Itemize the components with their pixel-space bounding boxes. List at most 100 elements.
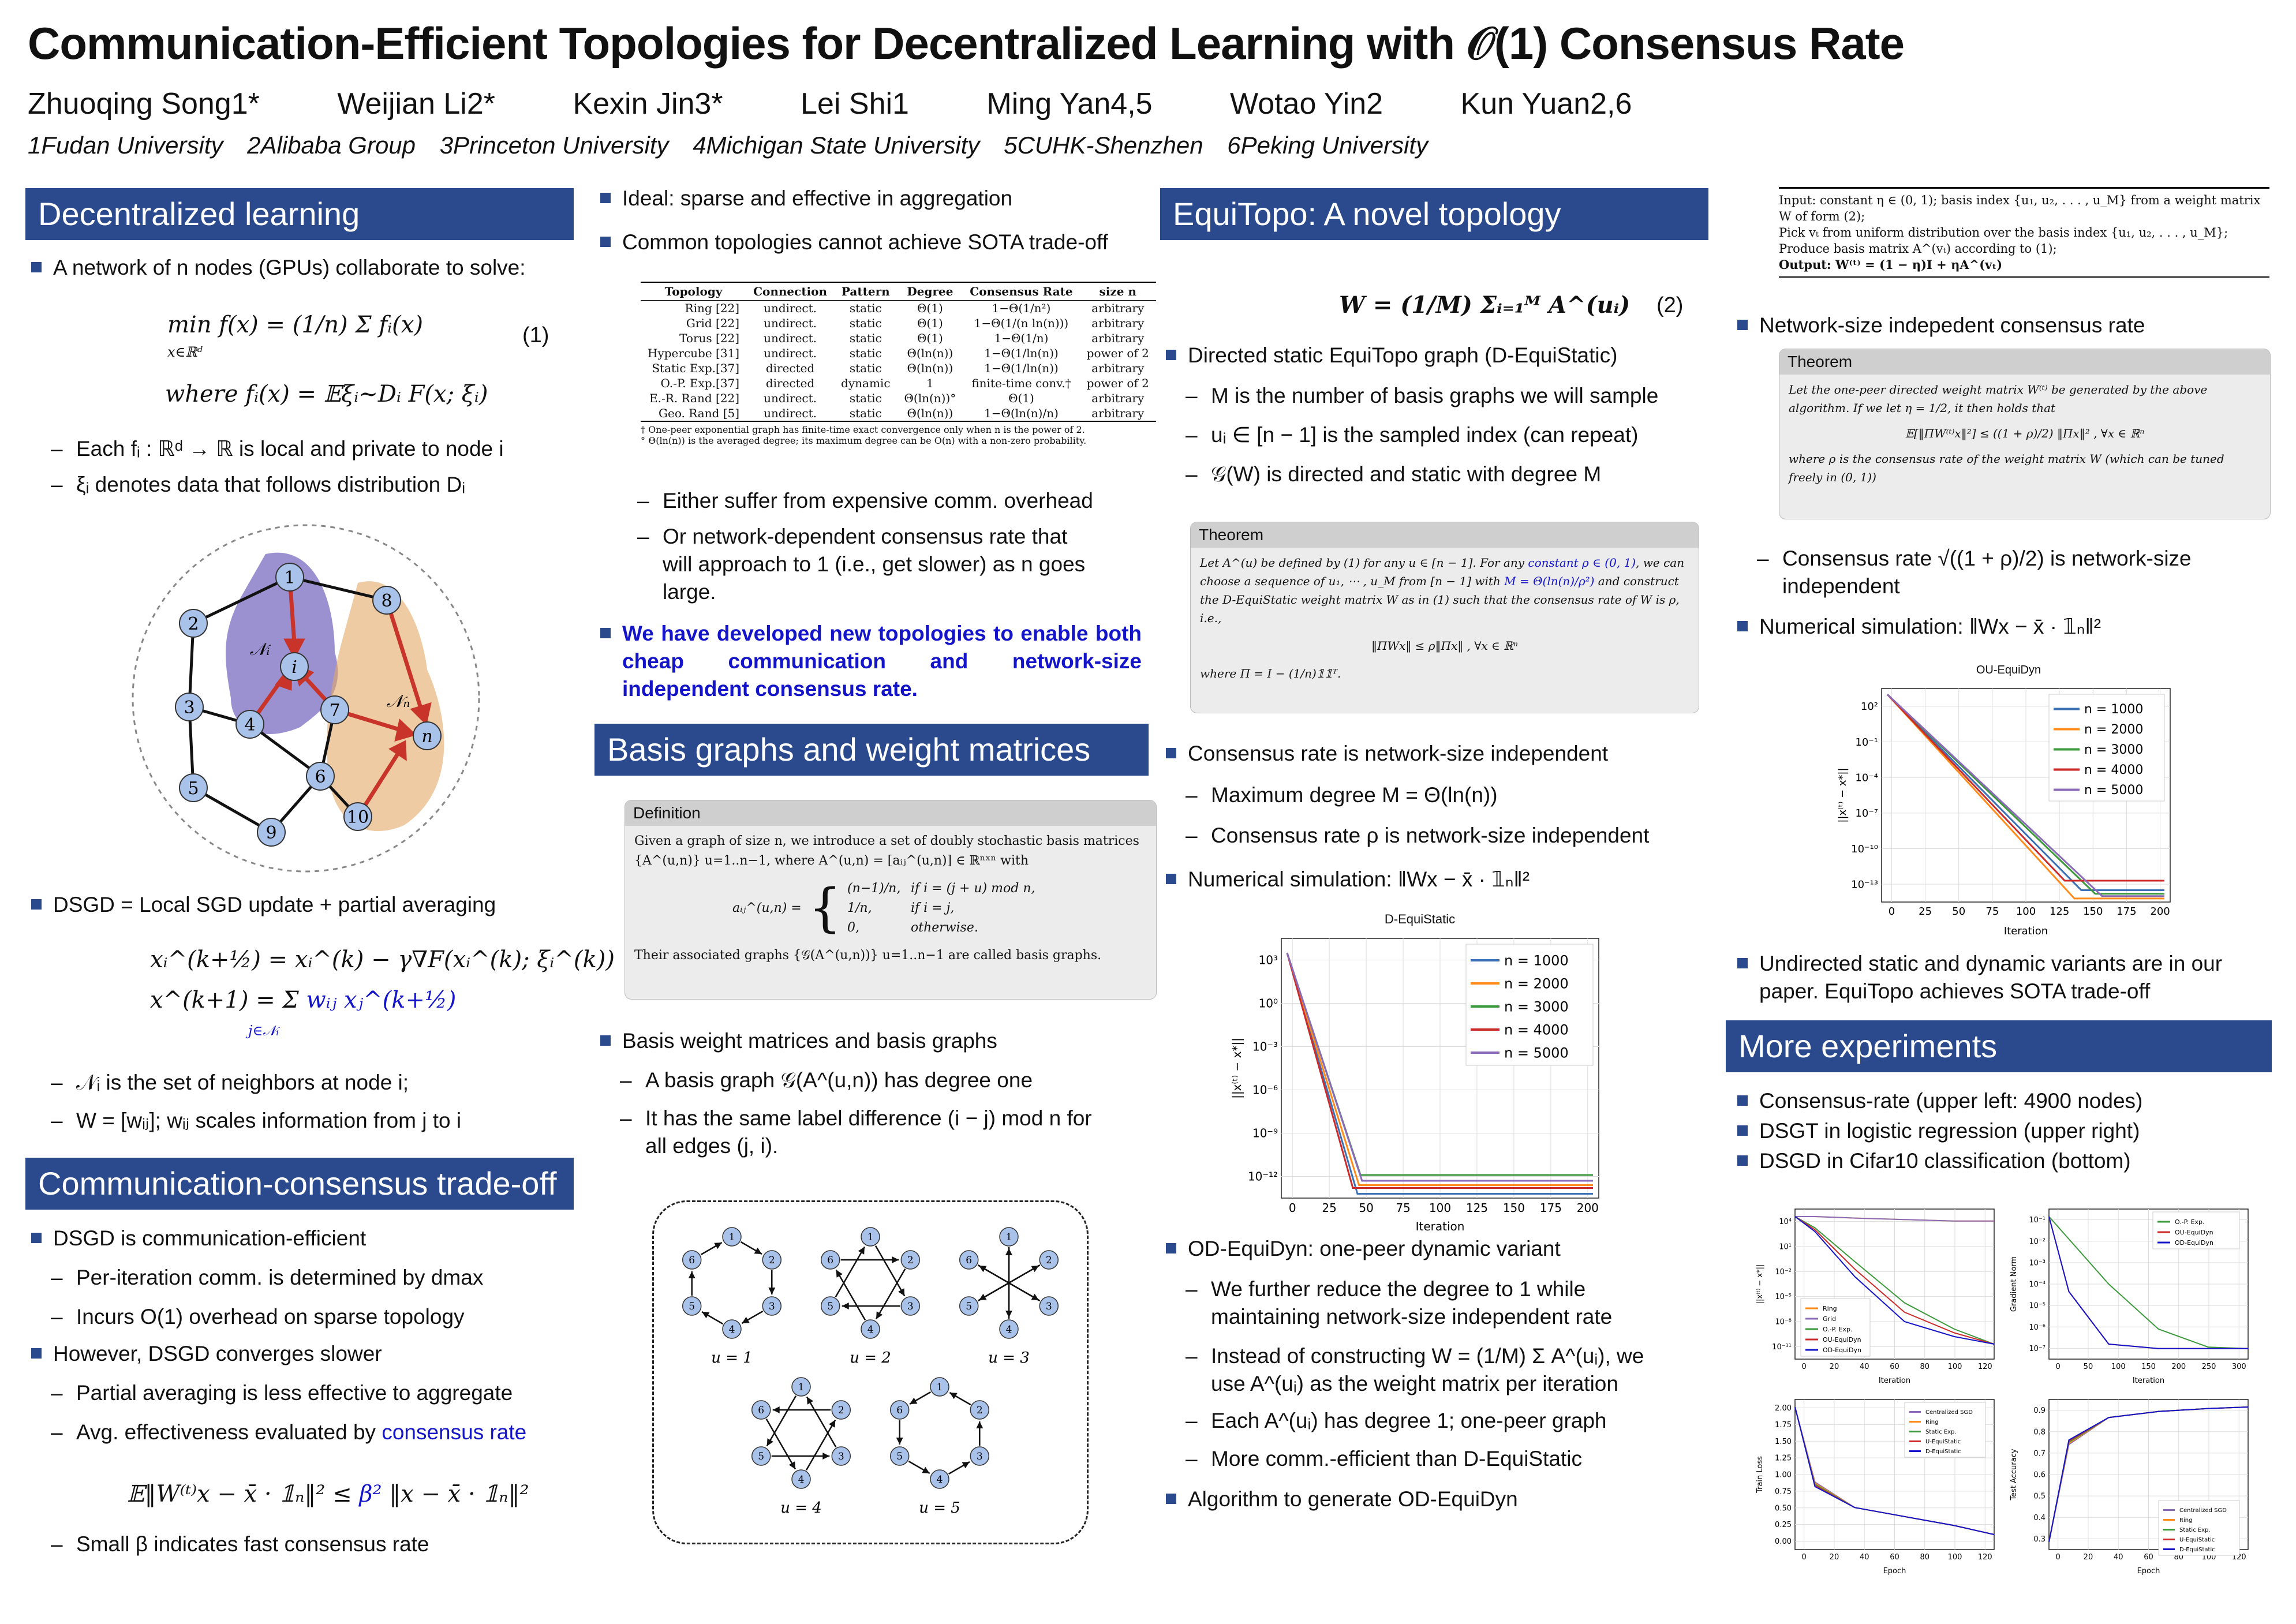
author: Ming Yan4,5 <box>986 87 1153 121</box>
table-cell: undirect. <box>764 316 817 330</box>
x-tick-label: 0 <box>1802 1363 1807 1371</box>
series-line <box>1886 694 2164 895</box>
legend-label: n = 1000 <box>2084 702 2143 717</box>
eq1-where: where fᵢ(x) = 𝔼ξᵢ∼Dᵢ F(x; ξᵢ) <box>165 381 488 407</box>
author: Lei Shi1 <box>801 87 909 121</box>
alg-line-1: Input: constant η ∈ (0, 1); basis index … <box>1779 193 2261 223</box>
table-cell: arbitrary <box>1091 301 1145 315</box>
x-tick-label: 25 <box>1919 905 1932 918</box>
thm1-d: M = Θ(ln(n)/ρ²) <box>1504 574 1595 588</box>
basis-edge <box>977 1264 1039 1301</box>
equation-sgd-2: x^(k+1) = Σ wᵢⱼ xⱼ^(k+½) <box>150 987 456 1013</box>
case1-cond: if i = (j + u) mod n, <box>910 881 1035 896</box>
equation-sgd-1: xᵢ^(k+½) = xᵢ^(k) − γ∇F(xᵢ^(k); ξᵢ^(k)) <box>150 946 615 973</box>
series-line <box>1286 952 1593 1189</box>
legend-box <box>2048 694 2165 802</box>
chart-exp-trainloss: 2.00 1.75 1.50 1.25 1.00 0.75 0.50 0.25 0.00 0 20 4… <box>1755 1391 2003 1576</box>
table-cell: directed <box>765 361 815 375</box>
table-cell: power of 2 <box>1086 376 1149 390</box>
basis-node <box>831 1400 851 1420</box>
series-line <box>2048 1216 2248 1349</box>
x-tick-label: 60 <box>1890 1363 1899 1371</box>
legend-box <box>1465 944 1594 1066</box>
chart-exp-gradnorm: 10⁻¹ 10⁻² 10⁻³ 10⁻⁴ 10⁻⁵ 10⁻⁶ 10⁻⁷ 0 50 100 150 200… <box>2009 1200 2257 1385</box>
topology-table-wrap: Topology Connection Pattern Degree Conse… <box>641 282 1156 446</box>
table-cell: finite-time conv.† <box>971 376 1071 390</box>
y-axis-label: ||x⁽ᵗ⁾ − x*|| <box>1756 1264 1764 1304</box>
consensus-rate-term: consensus rate <box>382 1420 527 1444</box>
basis-arrowhead <box>822 1453 830 1460</box>
legend-label: O.-P. Exp. <box>1823 1326 1853 1333</box>
basis-node-label: 2 <box>838 1405 844 1416</box>
basis-node <box>791 1377 811 1397</box>
def-line-2: {A^(u,n)} u=1..n−1, where A^(u,n) = [aᵢⱼ… <box>634 854 1029 868</box>
th-rate: Consensus Rate <box>963 282 1080 301</box>
equation-consensus: 𝔼‖W⁽ᵗ⁾x − x̄ · 𝟙ₙ‖² ≤ β² ‖x − x̄ · 𝟙ₙ‖² <box>127 1481 529 1507</box>
col2-block-a: Ideal: sparse and effective in aggregati… <box>594 185 1149 256</box>
basis-node-label: 3 <box>769 1301 775 1312</box>
y-tick-label: 10⁻² <box>2029 1237 2046 1246</box>
section-header-experiments: More experiments <box>1726 1020 2272 1072</box>
bullet-odequidyn: OD-EquiDyn: one-peer dynamic variant <box>1160 1235 1708 1263</box>
basis-node <box>751 1446 771 1466</box>
thm2-l1: Let the one-peer directed weight matrix … <box>1789 383 2208 415</box>
y-tick-label: 10⁻³ <box>1252 1040 1278 1054</box>
basis-arrowhead <box>768 1288 776 1294</box>
x-tick-label: 100 <box>1948 1553 1962 1562</box>
sub-avg: Avg. effectiveness evaluated by consensu… <box>48 1419 574 1446</box>
basis-node <box>722 1319 742 1339</box>
basis-node-label: 1 <box>798 1382 805 1393</box>
basis-node-label: 5 <box>689 1301 695 1312</box>
basis-arrowhead <box>876 1311 883 1319</box>
table-cell: Torus [22] <box>679 331 740 345</box>
basis-node-label: 4 <box>798 1474 805 1485</box>
bullet-undirected: Undirected static and dynamic variants a… <box>1732 950 2256 1005</box>
basis-node-label: 2 <box>977 1405 983 1416</box>
case3-cond: otherwise. <box>910 920 978 935</box>
avg-text: Avg. effectiveness evaluated by <box>76 1420 382 1444</box>
chart-exp-testacc: 0.9 0.8 0.7 0.6 0.5 0.4 0.3 0 20 40 60 80 100 120 Epoc… <box>2009 1391 2257 1576</box>
basis-node-label: 1 <box>1006 1232 1012 1243</box>
col4-block-b: Consensus rate √((1 + ρ)/2) is network-s… <box>1732 545 2274 641</box>
table-cell: undirect. <box>764 331 817 345</box>
basis-arrowhead <box>688 1271 695 1278</box>
bullet-efficient: DSGD is communication-efficient <box>25 1225 574 1252</box>
x-tick-label: 100 <box>2016 905 2036 918</box>
affiliation: 4Michigan State University <box>693 132 980 159</box>
table-cell: arbitrary <box>1079 406 1156 422</box>
table-cell: arbitrary <box>1091 316 1145 330</box>
y-tick-label: 0.75 <box>1775 1487 1792 1496</box>
basis-node-label: 6 <box>689 1255 695 1266</box>
table-cell: 1−Θ(1/(n ln(n))) <box>974 316 1069 330</box>
table-cell: 1−Θ(1/n) <box>994 331 1049 345</box>
col1-block-e: DSGD is communication-efficient Per-iter… <box>25 1225 574 1446</box>
legend-label: n = 3000 <box>1504 998 1569 1015</box>
chart-exp-gradnorm-svg: 10⁻¹ 10⁻² 10⁻³ 10⁻⁴ 10⁻⁵ 10⁻⁶ 10⁻⁷ 0 50 100 150 200… <box>2010 1208 2249 1385</box>
basis-node <box>889 1446 910 1466</box>
basis-node <box>791 1469 811 1489</box>
legend-label: Grid <box>1823 1315 1836 1323</box>
y-tick-label: 0.6 <box>2033 1471 2046 1480</box>
node-9: 9 <box>266 823 276 843</box>
legend: Ring Grid O.-P. Exp. OU-EquiDyn OD-EquiDyn <box>1800 1298 1871 1357</box>
network-graph-figure: 1 2 3 4 5 6 7 8 9 10 i n 𝒩ᵢ 𝒩ₙ <box>132 524 480 873</box>
x-tick-label: 0 <box>1289 1201 1296 1215</box>
x-axis-label: Iteration <box>2133 1376 2164 1385</box>
bullet-dsgd: DSGD = Local SGD update + partial averag… <box>25 891 574 919</box>
basis-edge <box>874 1245 906 1297</box>
author: Kexin Jin3* <box>573 87 723 121</box>
basis-node <box>900 1296 921 1316</box>
basis-arrowhead <box>858 1247 865 1255</box>
table-cell: Θ(ln(n)) <box>907 346 953 360</box>
table-row: Torus [22] undirect. static Θ(1) 1−Θ(1/n) arb… <box>641 331 1156 346</box>
basis-graphs-svg: 1 2 3 4 5 6 u = 1 1 2 3 4 5 6 u = 2 1 2 3 4 5 6 u = 3 1 2 3 4 5 6 u… <box>682 1227 1059 1517</box>
def-case-lhs: aᵢⱼ^(u,n) = <box>732 901 802 915</box>
basis-arrowhead <box>976 1421 984 1428</box>
col1-block-d: 𝒩ᵢ is the set of neighbors at node i; W … <box>25 1069 574 1135</box>
bullet-numsim2: Numerical simulation: ‖Wx − x̄ · 𝟙ₙ‖² <box>1732 613 2274 641</box>
legend-label: n = 2000 <box>2084 723 2143 737</box>
basis-node <box>682 1296 702 1316</box>
table-cell: Θ(ln(n))° <box>904 391 956 405</box>
legend-label: n = 2000 <box>1504 975 1569 991</box>
legend-label: O.-P. Exp. <box>2175 1218 2205 1226</box>
